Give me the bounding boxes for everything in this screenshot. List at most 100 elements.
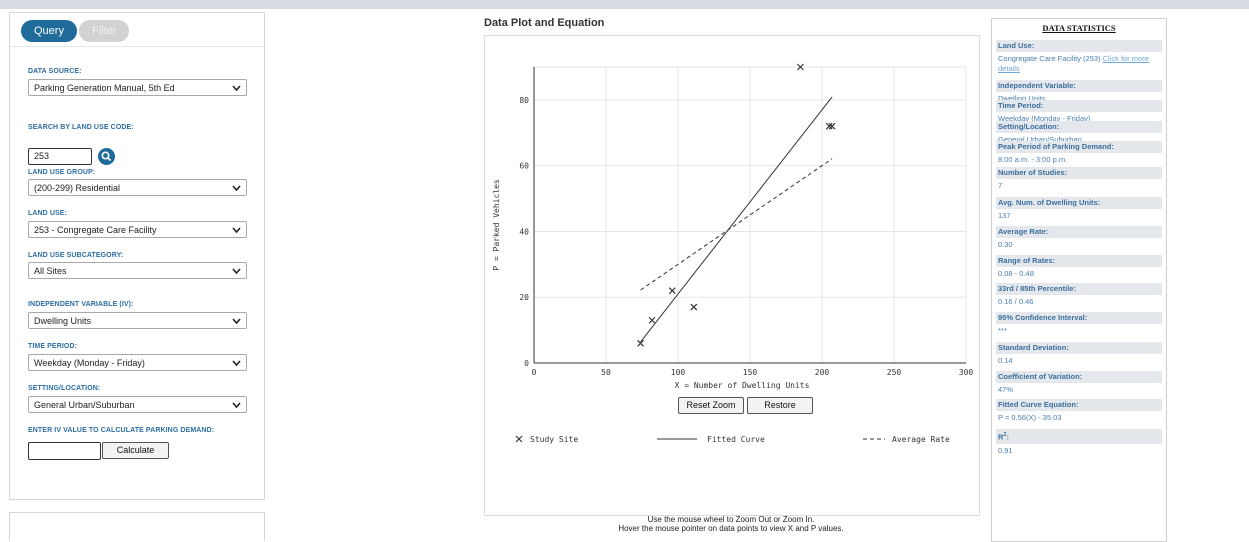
stat-label-text: Coefficient of Variation: xyxy=(998,372,1083,381)
tab-query[interactable]: Query xyxy=(21,20,77,42)
study-site-point[interactable] xyxy=(668,287,676,295)
stat-label: Independent Variable: xyxy=(996,80,1162,92)
more-details-link[interactable]: Click for more details xyxy=(998,54,1149,73)
land-use-select[interactable]: 253 - Congregate Care Facility xyxy=(28,221,247,238)
scatter-chart[interactable]: 0 50 100 150 200 250 300 0 20 40 60 80 X = Number of… xyxy=(485,36,979,515)
iv-value-label: ENTER IV VALUE TO CALCULATE PARKING DEMA… xyxy=(28,427,215,434)
stat-value-text: P = 0.56(X) - 35.03 xyxy=(998,413,1062,422)
x-tick-label: 300 xyxy=(959,368,974,377)
stat-row: Setting/Location: General Urban/Suburban xyxy=(996,121,1162,145)
independent-variable-value: Dwelling Units xyxy=(34,316,92,326)
plot-panel: 0 50 100 150 200 250 300 0 20 40 60 80 X = Number of… xyxy=(484,35,980,516)
stat-value-text: Dwelling Units xyxy=(998,94,1046,103)
x-tick-label: 0 xyxy=(532,368,537,377)
tab-divider xyxy=(10,46,264,47)
land-use-subcategory-value: All Sites xyxy=(34,266,67,276)
land-use-group-value: (200-299) Residential xyxy=(34,183,121,193)
stat-row: Standard Deviation: 0.14 xyxy=(996,342,1162,366)
land-use-group-select[interactable]: (200-299) Residential xyxy=(28,179,247,196)
data-source-label: DATA SOURCE: xyxy=(28,68,82,75)
stat-label: R2: xyxy=(996,429,1162,444)
study-site-point[interactable] xyxy=(825,122,833,130)
x-tick-label: 200 xyxy=(815,368,830,377)
stat-value: 137 xyxy=(996,209,1162,221)
stat-label-text: Range of Rates: xyxy=(998,256,1056,265)
stat-label-text: Fitted Curve Equation: xyxy=(998,400,1079,409)
stat-value-text: Congregate Care Facility (253) xyxy=(998,54,1101,63)
study-site-point[interactable] xyxy=(637,339,644,347)
stat-row: Peak Period of Parking Demand: 8:00 a.m. … xyxy=(996,141,1162,165)
stat-row: Avg. Num. of Dwelling Units: 137 xyxy=(996,197,1162,221)
study-site-point[interactable] xyxy=(828,122,836,130)
stat-value: 47% xyxy=(996,383,1162,395)
stat-value-text: General Urban/Suburban xyxy=(998,135,1082,144)
time-period-select[interactable]: Weekday (Monday - Friday) xyxy=(28,354,247,371)
stat-value-text: 0.91 xyxy=(998,445,1013,455)
independent-variable-select[interactable]: Dwelling Units xyxy=(28,312,247,329)
query-panel: Query Filter DATA SOURCE: Parking Generat… xyxy=(9,12,265,500)
stat-row: Number of Studies: 7 xyxy=(996,167,1162,191)
stat-label: 95% Confidence Interval: xyxy=(996,312,1162,324)
stat-value: 0.08 - 0.48 xyxy=(996,267,1162,279)
data-statistics-title: DATA STATISTICS xyxy=(1042,23,1116,33)
chevron-down-icon xyxy=(232,318,241,325)
chevron-down-icon xyxy=(232,402,241,409)
stat-label-text: Independent Variable: xyxy=(998,81,1076,90)
chevron-down-icon xyxy=(232,227,241,234)
fitted-curve-line xyxy=(640,96,833,343)
stat-label-text: Average Rate: xyxy=(998,227,1049,236)
stat-label-text: 95% Confidence Interval: xyxy=(998,313,1088,322)
stat-label-text: R xyxy=(998,432,1004,442)
stat-row: Independent Variable: Dwelling Units xyxy=(996,80,1162,104)
restore-button[interactable]: Restore xyxy=(747,397,813,414)
stat-value: 0.14 xyxy=(996,354,1162,366)
time-period-label: TIME PERIOD: xyxy=(28,343,78,350)
land-use-subcategory-select[interactable]: All Sites xyxy=(28,262,247,279)
stat-label-superscript: 2 xyxy=(1003,432,1007,438)
independent-variable-label: INDEPENDENT VARIABLE (IV): xyxy=(28,301,134,308)
stat-value: General Urban/Suburban xyxy=(996,133,1162,145)
study-site-point[interactable] xyxy=(648,316,656,324)
land-use-code-input[interactable]: 253 xyxy=(28,148,92,165)
reset-zoom-button[interactable]: Reset Zoom xyxy=(678,397,744,414)
stat-label-text: Time Period: xyxy=(998,101,1044,110)
data-statistics-panel: DATA STATISTICS Land Use: Congregate Care… xyxy=(991,18,1167,542)
hover-hint: Hover the mouse pointer on data points t… xyxy=(618,524,844,533)
stat-label: Land Use: xyxy=(996,40,1162,52)
stat-label-text: Number of Studies: xyxy=(998,168,1068,177)
stat-value-text: 0.14 xyxy=(998,356,1013,365)
legend-study-site-label: Study Site xyxy=(530,435,578,444)
stat-row: Range of Rates: 0.08 - 0.48 xyxy=(996,255,1162,279)
legend-study-site-marker xyxy=(515,435,523,443)
stat-label-text: Standard Deviation: xyxy=(998,343,1069,352)
search-button[interactable] xyxy=(98,148,115,165)
y-tick-label: 0 xyxy=(524,359,529,368)
stat-label: Number of Studies: xyxy=(996,167,1162,179)
stat-value: 8:00 a.m. - 3:00 p.m. xyxy=(996,153,1162,165)
setting-location-value: General Urban/Suburban xyxy=(34,400,135,410)
stat-value-text: 47% xyxy=(998,385,1014,394)
setting-location-label: SETTING/LOCATION: xyxy=(28,385,101,392)
stat-label: Range of Rates: xyxy=(996,255,1162,267)
stat-label-text: Peak Period of Parking Demand: xyxy=(998,142,1114,151)
setting-location-select[interactable]: General Urban/Suburban xyxy=(28,396,247,413)
iv-value-input[interactable] xyxy=(28,442,101,460)
stat-value: Congregate Care Facility (253) Click for… xyxy=(996,52,1162,74)
land-use-group-label: LAND USE GROUP: xyxy=(28,169,96,176)
stat-value-text: 7 xyxy=(998,181,1003,190)
stat-row: Coefficient of Variation: 47% xyxy=(996,371,1162,395)
chevron-down-icon xyxy=(232,268,241,275)
study-site-point[interactable] xyxy=(690,303,698,311)
stat-label: Time Period: xyxy=(996,100,1162,112)
stat-value: 0.30 xyxy=(996,238,1162,250)
data-source-select[interactable]: Parking Generation Manual, 5th Ed xyxy=(28,79,247,96)
x-axis-label: X = Number of Dwelling Units xyxy=(675,381,810,390)
stat-row: 33rd / 85th Percentile: 0.16 / 0.46 xyxy=(996,283,1162,307)
tab-filter[interactable]: Filter xyxy=(78,20,130,42)
study-site-point[interactable] xyxy=(796,63,804,71)
y-tick-label: 20 xyxy=(519,293,529,302)
stat-value-text: 8:00 a.m. - 3:00 p.m. xyxy=(998,155,1068,164)
calculate-button[interactable]: Calculate xyxy=(102,442,169,459)
average-rate-line xyxy=(640,158,833,291)
stat-value-text: 0.16 / 0.46 xyxy=(998,297,1034,306)
